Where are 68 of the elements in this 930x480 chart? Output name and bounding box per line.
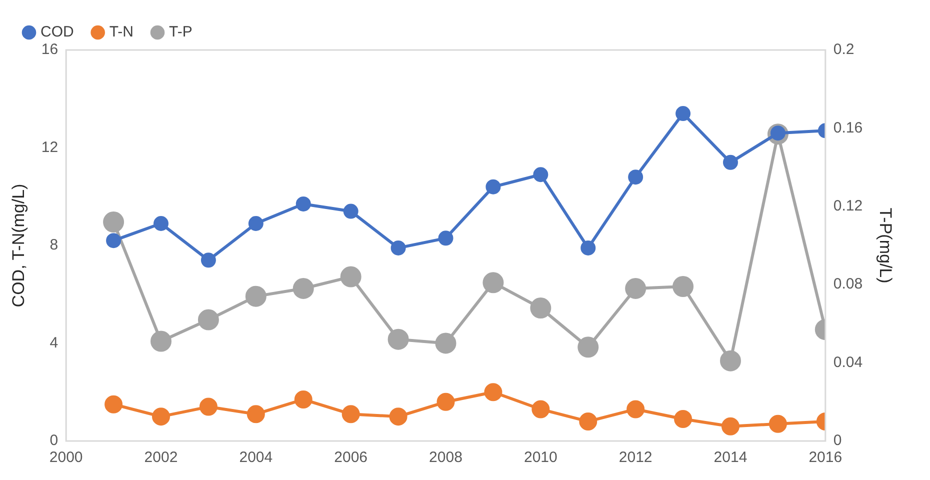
point <box>104 395 123 414</box>
point <box>198 309 219 330</box>
x-tick-label: 2016 <box>808 449 842 466</box>
y2-tick-label: 0.08 <box>833 276 863 293</box>
point <box>532 400 550 418</box>
y2-tick-label: 0.16 <box>833 119 863 136</box>
point <box>343 204 358 219</box>
legend-label: T-P <box>168 24 192 41</box>
y2-tick-label: 0 <box>833 432 842 450</box>
point <box>626 400 645 418</box>
x-tick-label: 2012 <box>618 449 652 466</box>
point <box>438 230 454 246</box>
point <box>389 408 408 426</box>
x-tick-label: 2008 <box>429 449 462 466</box>
y-axis-title: COD, T-N(mg/L) <box>8 184 28 308</box>
point <box>245 286 266 307</box>
point <box>628 170 644 185</box>
y-tick-label: 16 <box>41 41 58 58</box>
y-tick-label: 0 <box>50 432 58 450</box>
point <box>154 216 168 232</box>
point <box>482 272 504 294</box>
y-tick-label: 4 <box>50 334 58 352</box>
y-tick-label: 12 <box>41 138 58 156</box>
point <box>436 392 455 411</box>
point <box>390 240 406 256</box>
point <box>578 336 599 358</box>
point <box>152 408 170 426</box>
y2-axis-title: T-P(mg/L) <box>876 208 896 284</box>
point <box>486 179 501 194</box>
x-tick-label: 2010 <box>524 449 558 466</box>
y-tick-label: 8 <box>50 236 58 254</box>
x-tick-label: 2014 <box>714 449 748 466</box>
point <box>342 405 360 424</box>
point <box>579 412 598 430</box>
point <box>294 390 312 408</box>
point <box>625 278 646 300</box>
x-tick-label: 2002 <box>144 449 178 466</box>
point <box>292 278 314 300</box>
point <box>676 106 691 122</box>
point <box>340 266 362 288</box>
point <box>296 196 311 212</box>
point <box>533 167 548 182</box>
point <box>435 332 456 354</box>
point <box>103 212 124 233</box>
point <box>246 405 265 424</box>
point <box>768 414 787 433</box>
point <box>388 328 409 350</box>
y2-tick-label: 0.2 <box>833 41 854 58</box>
point <box>150 330 172 352</box>
point <box>106 233 122 248</box>
y2-tick-label: 0.12 <box>833 198 863 215</box>
point <box>720 350 741 372</box>
legend-label: COD <box>40 24 74 41</box>
point <box>721 417 740 436</box>
x-tick-label: 2006 <box>334 449 368 466</box>
x-tick-label: 2004 <box>239 449 273 466</box>
y2-tick-label: 0.04 <box>833 354 863 371</box>
point <box>674 410 692 428</box>
point <box>530 298 552 319</box>
legend-label: T-N <box>109 24 134 41</box>
point <box>722 154 738 170</box>
point <box>484 383 502 402</box>
point <box>200 252 216 268</box>
point <box>580 240 596 256</box>
point <box>248 216 264 232</box>
point <box>199 398 218 416</box>
point <box>672 276 694 298</box>
x-tick-label: 2000 <box>49 449 83 466</box>
